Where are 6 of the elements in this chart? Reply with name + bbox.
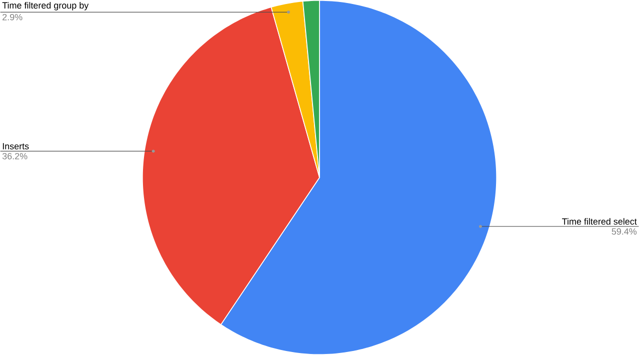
data-label: 2.9% [2, 14, 22, 20]
slice-label: Inserts [2, 143, 29, 150]
data-label: 36.2% [2, 152, 28, 160]
data-label: 59.4% [612, 228, 637, 235]
slice-label: Time filtered group by [2, 2, 89, 10]
slice-label: Time filtered select [562, 218, 637, 225]
